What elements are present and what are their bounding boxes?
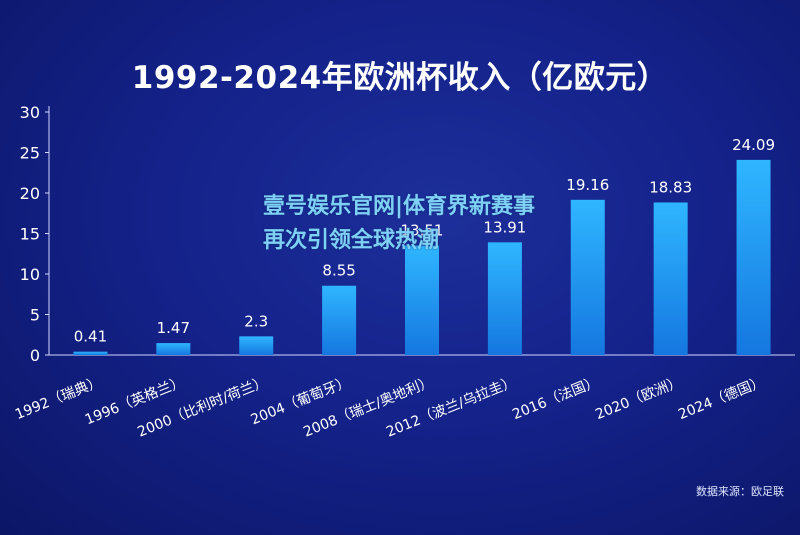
bar [405,245,439,355]
y-tick-label: 10 [20,265,40,284]
data-label: 18.83 [649,178,692,196]
source-note: 数据来源：欧足联 [696,485,784,498]
bar [322,285,357,355]
data-label: 13.91 [483,218,526,236]
bar [239,336,274,355]
data-label: 13.51 [401,222,444,240]
chart-title: 1992-2024年欧洲杯收入（亿欧元） [131,60,669,96]
watermark-text: 壹号娱乐官网|体育界新赛事再次引领全球热潮 [263,194,536,253]
x-tick-label: 2016（法国） [510,374,601,423]
y-tick-label: 0 [30,346,40,365]
data-label: 24.09 [732,136,775,154]
data-label: 1.47 [157,319,190,337]
y-tick-label: 15 [20,225,40,244]
x-tick-label: 2024（德国） [676,374,767,423]
y-tick-label: 25 [20,144,40,163]
data-label: 0.41 [74,328,107,346]
data-label: 2.3 [244,312,268,330]
x-tick-label: 2008（瑞士/奥地利） [301,373,436,441]
data-label: 19.16 [566,176,609,194]
bar [736,159,771,355]
bar [570,199,605,355]
bar [73,351,108,355]
y-tick-label: 5 [30,306,40,325]
x-tick-label: 2020（欧洲） [593,374,684,423]
data-label: 8.55 [322,262,355,280]
y-tick-label: 30 [20,103,40,122]
bar [487,242,522,355]
bar [156,343,191,355]
bar [653,202,688,355]
y-tick-label: 20 [20,184,40,203]
